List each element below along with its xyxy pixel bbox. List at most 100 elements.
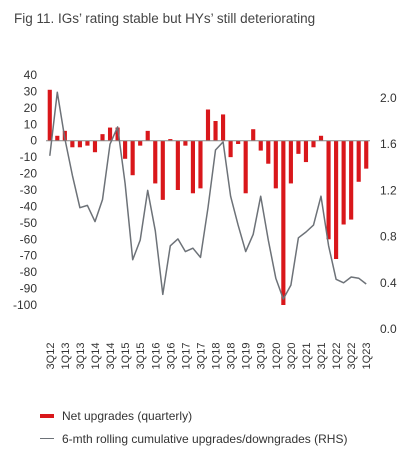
bar — [77, 140, 82, 148]
bar — [175, 140, 180, 190]
line-series — [49, 91, 367, 300]
left-tick-label: 30 — [24, 84, 38, 98]
left-tick-label: -80 — [20, 265, 38, 279]
bar — [236, 140, 241, 144]
left-tick-label: -70 — [20, 249, 38, 263]
right-tick-label: 0.8 — [380, 230, 397, 244]
legend: Net upgrades (quarterly) 6-mth rolling c… — [40, 407, 347, 453]
x-axis: 3Q12 1Q13 3Q13 1Q14 3Q14 1Q15 3Q15 1Q16 3Q16 1Q17… — [45, 343, 373, 370]
x-tick-label: 3Q13 — [75, 343, 87, 370]
left-tick-label: -30 — [20, 183, 38, 197]
bar — [251, 129, 256, 141]
right-tick-label: 1.6 — [380, 137, 397, 151]
bar — [258, 140, 263, 151]
bar — [303, 140, 309, 163]
left-tick-label: 40 — [24, 68, 38, 82]
bar — [356, 140, 361, 182]
left-tick-label: -20 — [20, 167, 38, 181]
bar — [273, 140, 278, 189]
bar — [115, 127, 120, 141]
right-axis: 2.0 1.6 1.2 0.8 0.4 0.0 — [380, 91, 397, 336]
bar — [70, 140, 75, 148]
bar — [311, 140, 316, 148]
x-tick-label: 3Q22 — [346, 343, 358, 370]
x-tick-label: 1Q17 — [180, 343, 192, 370]
left-tick-label: -90 — [20, 282, 38, 296]
bar — [107, 127, 113, 141]
x-tick-label: 1Q13 — [60, 343, 72, 370]
bar — [266, 140, 271, 164]
left-axis: 40 30 20 10 0 -10 -20 -30 -40 -50 -60 -70 -80 -90 -100 — [13, 68, 37, 312]
x-tick-label: 3Q15 — [135, 343, 147, 370]
bar — [138, 140, 143, 146]
legend-swatch-line — [40, 437, 54, 440]
legend-label-line: 6-mth rolling cumulative upgrades/downgr… — [62, 431, 348, 446]
x-tick-label: 3Q16 — [165, 343, 177, 370]
bar — [220, 114, 226, 141]
x-tick-label: 1Q23 — [361, 343, 373, 370]
bar — [153, 140, 158, 184]
x-tick-label: 1Q18 — [211, 343, 223, 370]
bar — [213, 121, 218, 141]
bar — [190, 140, 196, 194]
right-tick-label: 0.4 — [380, 276, 397, 290]
right-tick-label: 2.0 — [380, 91, 397, 105]
bar — [47, 89, 52, 141]
rolling-line — [49, 91, 367, 300]
x-tick-label: 3Q21 — [316, 343, 328, 370]
legend-item-line: 6-mth rolling cumulative upgrades/downgr… — [40, 430, 347, 447]
bar — [296, 140, 301, 154]
bar — [341, 140, 346, 225]
bar — [55, 135, 60, 141]
bar — [100, 134, 105, 141]
x-tick-label: 1Q19 — [241, 343, 253, 370]
x-tick-label: 3Q12 — [45, 343, 57, 370]
bar — [168, 139, 173, 141]
bar — [364, 140, 369, 169]
x-tick-label: 1Q15 — [120, 343, 132, 370]
right-tick-label: 0.0 — [380, 322, 397, 336]
bar — [318, 135, 324, 141]
bar — [334, 140, 339, 259]
bar — [288, 140, 293, 184]
x-tick-label: 3Q14 — [105, 343, 117, 370]
left-tick-label: -100 — [13, 298, 37, 312]
x-tick-label: 3Q20 — [286, 343, 298, 370]
x-tick-label: 3Q18 — [226, 343, 238, 370]
right-tick-label: 1.2 — [380, 183, 397, 197]
bar — [85, 140, 90, 146]
x-tick-label: 1Q14 — [90, 343, 102, 370]
left-tick-label: -60 — [20, 232, 38, 246]
x-tick-label: 1Q16 — [150, 343, 162, 370]
bar — [349, 140, 354, 220]
x-tick-label: 3Q17 — [195, 343, 207, 370]
left-tick-label: -50 — [20, 216, 38, 230]
bar-series — [47, 89, 369, 305]
bar — [243, 140, 248, 194]
left-tick-label: -40 — [20, 199, 38, 213]
legend-swatch-bars — [40, 413, 54, 418]
x-tick-label: 1Q22 — [331, 343, 343, 370]
bar — [326, 140, 331, 240]
bar — [130, 140, 135, 176]
bar — [183, 140, 188, 146]
bar — [228, 140, 233, 158]
bar — [205, 109, 211, 141]
left-tick-label: 10 — [24, 117, 38, 131]
chart-title: Fig 11. IGs’ rating stable but HYs’ stil… — [14, 11, 316, 26]
legend-label-bars: Net upgrades (quarterly) — [62, 408, 193, 423]
bar — [92, 140, 98, 153]
legend-item-bars: Net upgrades (quarterly) — [40, 407, 347, 424]
bar — [123, 140, 128, 159]
x-tick-label: 1Q20 — [271, 343, 283, 370]
bar — [281, 140, 286, 305]
bar — [160, 140, 165, 200]
left-tick-label: -10 — [20, 150, 38, 164]
bar — [198, 140, 203, 189]
left-tick-label: 20 — [24, 101, 38, 115]
x-tick-label: 3Q19 — [256, 343, 268, 370]
bar — [145, 130, 150, 141]
x-tick-label: 1Q21 — [301, 343, 313, 370]
left-tick-label: 0 — [30, 134, 37, 148]
